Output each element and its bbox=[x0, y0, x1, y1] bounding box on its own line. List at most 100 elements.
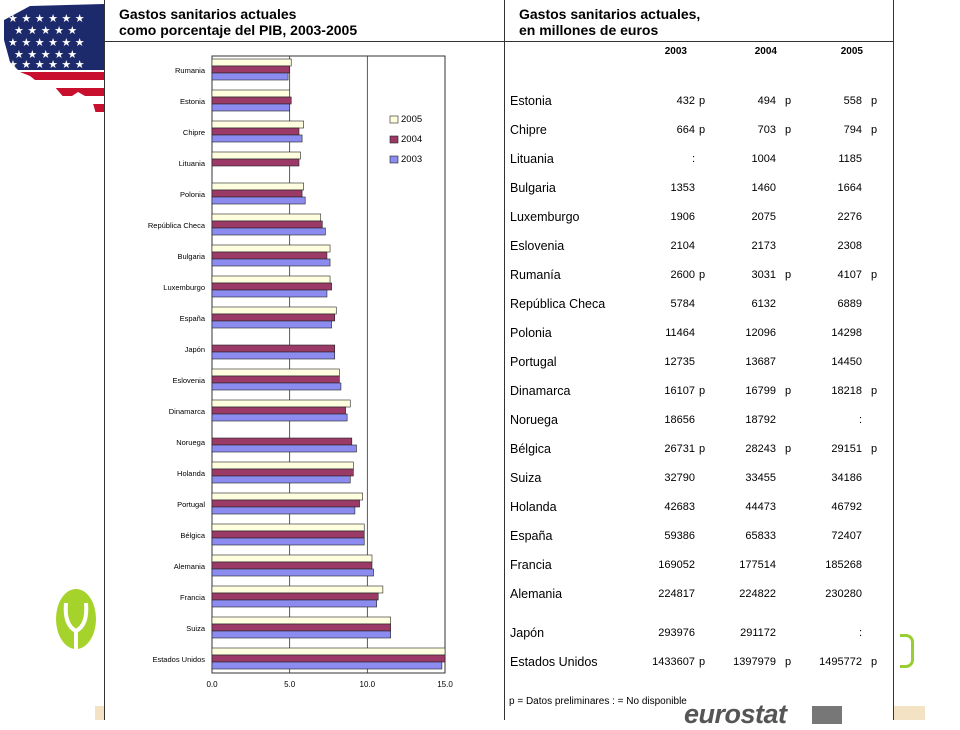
bar-2003 bbox=[211, 506, 356, 515]
x-tick-label: 15.0 bbox=[437, 680, 453, 689]
chart-title-line2: como porcentaje del PIB, 2003-2005 bbox=[119, 22, 358, 38]
category-label: Lituania bbox=[179, 159, 206, 168]
footnote: p = Datos preliminares : = No disponible bbox=[509, 696, 687, 707]
bar-2005 bbox=[211, 616, 391, 625]
table-value-cell: 432 bbox=[676, 95, 695, 107]
bar-2004 bbox=[211, 65, 290, 74]
table-value-cell: 2276 bbox=[837, 211, 862, 223]
bar-2005 bbox=[211, 523, 365, 532]
table-row: Noruega 18656 18792: bbox=[505, 413, 894, 433]
stethoscope-icon bbox=[56, 589, 96, 658]
legend-swatch bbox=[389, 115, 399, 124]
table-value-cell: 32790 bbox=[664, 472, 695, 484]
table-flag-cell: p bbox=[871, 385, 878, 397]
table-row: Bulgaria 1353 1460 1664 bbox=[505, 181, 894, 201]
bar-2003 bbox=[211, 568, 374, 577]
bar-2004 bbox=[211, 592, 379, 601]
legend-label: 2004 bbox=[401, 134, 422, 145]
table-value-cell: 2600 bbox=[670, 269, 695, 281]
table-value-cell: 703 bbox=[757, 124, 776, 136]
table-value-cell: 12096 bbox=[745, 327, 776, 339]
bar-2004 bbox=[211, 251, 328, 260]
table-country-cell: Suiza bbox=[510, 471, 542, 485]
table-row: Rumanía 2600 p 3031 p 4107 p bbox=[505, 268, 894, 288]
table-header-2004: 2004 bbox=[754, 46, 777, 57]
bar-2005 bbox=[211, 585, 384, 594]
table-value-cell: : bbox=[858, 414, 862, 426]
category-label: Estonia bbox=[180, 97, 206, 106]
table-country-cell: República Checa bbox=[510, 297, 606, 311]
table-value-cell: 3031 bbox=[751, 269, 776, 281]
table-value-cell: 14298 bbox=[831, 327, 862, 339]
table-value-cell: 26731 bbox=[664, 443, 695, 455]
bar-2005 bbox=[211, 399, 351, 408]
category-label: Eslovenia bbox=[172, 376, 205, 385]
table-value-cell: 11464 bbox=[665, 327, 695, 339]
table-value-cell: 1664 bbox=[837, 182, 862, 194]
table-country-cell: Bélgica bbox=[510, 442, 551, 456]
legend-label: 2003 bbox=[401, 154, 422, 165]
bar-2004 bbox=[211, 313, 336, 322]
table-value-cell: : bbox=[691, 153, 695, 165]
table-value-cell: 2308 bbox=[837, 240, 862, 252]
bar-2005 bbox=[211, 182, 304, 191]
table-value-cell: 1397979 bbox=[733, 656, 776, 668]
category-label: Alemania bbox=[174, 562, 206, 571]
bar-2004 bbox=[211, 282, 332, 291]
table-flag-cell: p bbox=[699, 124, 706, 136]
table-value-cell: 291172 bbox=[740, 627, 776, 639]
bar-2005 bbox=[211, 213, 322, 222]
table-value-cell: 42683 bbox=[664, 501, 695, 513]
table-value-cell: 293976 bbox=[658, 627, 695, 639]
chart-title-line1: Gastos sanitarios actuales bbox=[119, 6, 297, 22]
table-header-2005: 2005 bbox=[840, 46, 863, 57]
category-label: Rumania bbox=[175, 66, 206, 75]
table-value-cell: 6132 bbox=[751, 298, 776, 310]
bar-2004 bbox=[211, 437, 353, 446]
header-rule bbox=[104, 41, 894, 42]
category-label: Estados Unidos bbox=[152, 655, 205, 664]
table-value-cell: 65833 bbox=[745, 530, 776, 542]
category-label: Portugal bbox=[177, 500, 205, 509]
svg-text:★ ★ ★ ★ ★ ★: ★ ★ ★ ★ ★ ★ bbox=[8, 58, 85, 71]
table-flag-cell: p bbox=[785, 656, 792, 668]
bar-2003 bbox=[211, 537, 365, 546]
table-row: Francia 169052 177514 185268 bbox=[505, 558, 894, 578]
bar-2005 bbox=[211, 554, 373, 563]
table-country-cell: Chipre bbox=[510, 123, 547, 137]
bar-2004 bbox=[211, 468, 354, 477]
panel-divider bbox=[504, 0, 505, 720]
bar-2003 bbox=[211, 196, 306, 205]
table-value-cell: 14450 bbox=[831, 356, 862, 368]
category-label: República Checa bbox=[148, 221, 206, 230]
table-row: Lituania: 1004 1185 bbox=[505, 152, 894, 172]
bar-2005 bbox=[211, 244, 331, 253]
bar-2005 bbox=[211, 275, 331, 284]
table-value-cell: 18218 bbox=[831, 385, 862, 397]
table-country-cell: Portugal bbox=[510, 355, 557, 369]
table-value-cell: 169052 bbox=[658, 559, 695, 571]
bar-2004 bbox=[211, 530, 365, 539]
table-country-cell: Estonia bbox=[510, 94, 552, 108]
table-value-cell: 224817 bbox=[658, 588, 695, 600]
table-value-cell: 4107 bbox=[837, 269, 862, 281]
table-value-cell: 558 bbox=[843, 95, 862, 107]
usa-map-flag-icon: ★ ★ ★ ★ ★ ★ ★ ★ ★ ★ ★ ★ ★ ★ ★ ★ ★ ★ ★ ★ … bbox=[4, 4, 104, 118]
table-value-cell: 44473 bbox=[745, 501, 776, 513]
table-flag-cell: p bbox=[785, 443, 792, 455]
table-row: Portugal 12735 13687 14450 bbox=[505, 355, 894, 375]
table-row: Alemania 224817 224822 230280 bbox=[505, 587, 894, 607]
svg-text:★ ★ ★ ★ ★ ★: ★ ★ ★ ★ ★ ★ bbox=[8, 12, 85, 25]
table-value-cell: 177514 bbox=[739, 559, 776, 571]
svg-text:★ ★ ★ ★ ★ ★: ★ ★ ★ ★ ★ ★ bbox=[8, 36, 85, 49]
table-row: Estonia 432 p 494 p 558 p bbox=[505, 94, 894, 114]
legend-swatch bbox=[389, 155, 399, 164]
bar-2004 bbox=[211, 654, 446, 663]
table-header-2003: 2003 bbox=[664, 46, 687, 57]
table-row: Chipre 664 p 703 p 794 p bbox=[505, 123, 894, 143]
table-value-cell: 72407 bbox=[831, 530, 862, 542]
table-value-cell: 1353 bbox=[670, 182, 695, 194]
eu-flag-icon bbox=[812, 706, 842, 724]
table-value-cell: 2075 bbox=[751, 211, 776, 223]
table-value-cell: 664 bbox=[676, 124, 695, 136]
